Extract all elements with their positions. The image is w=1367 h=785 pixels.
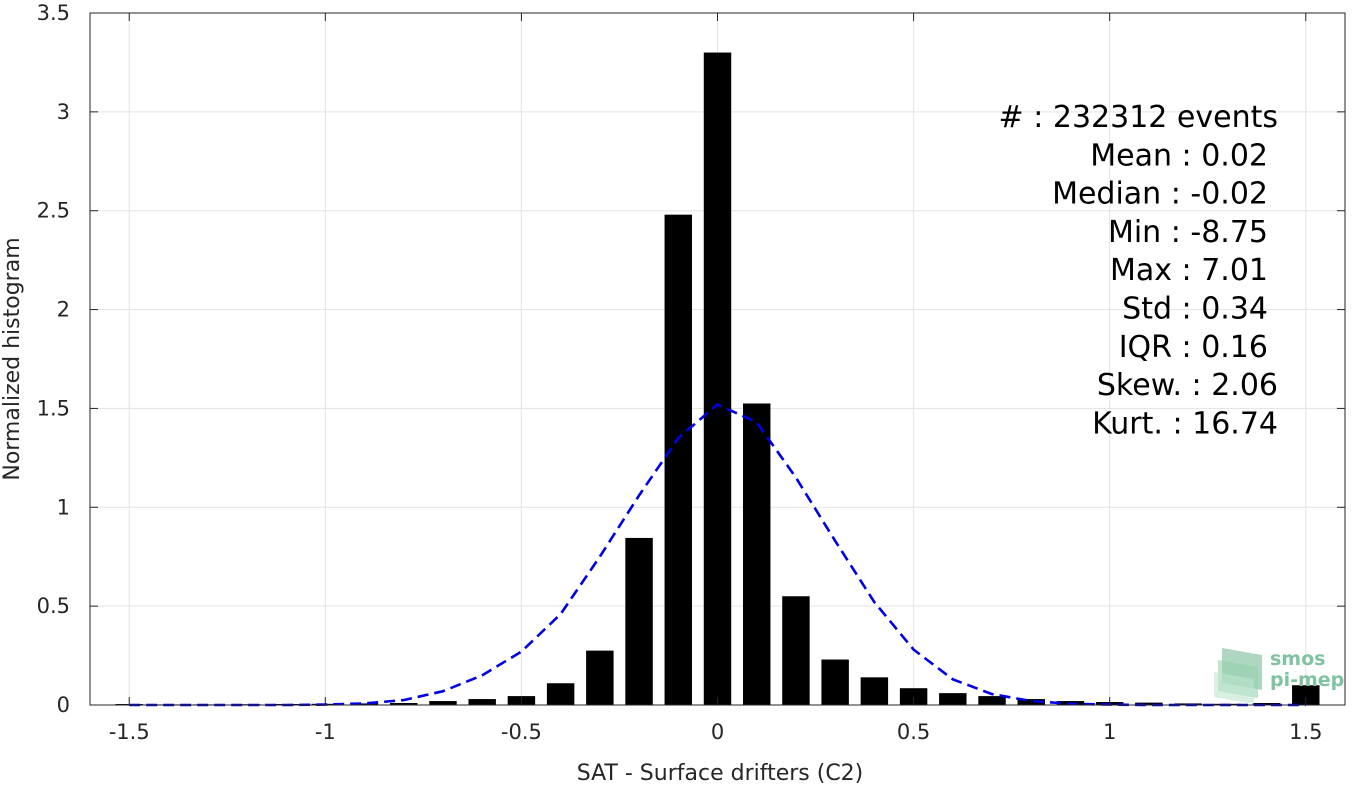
histogram-bar	[860, 677, 889, 705]
histogram-bar	[742, 403, 771, 705]
x-tick-label: -1	[315, 720, 336, 744]
y-tick-label: 2	[57, 298, 70, 322]
histogram-bar	[664, 214, 693, 705]
stat-line: Median : -0.02	[1052, 177, 1268, 212]
x-axis-label: SAT - Surface drifters (C2)	[577, 761, 864, 785]
histogram-bar	[703, 52, 732, 706]
histogram-bar	[978, 696, 1006, 705]
x-tick-label: 0.5	[897, 720, 930, 744]
histogram-bar	[1135, 702, 1163, 705]
histogram-bar	[1017, 699, 1045, 705]
stat-line: IQR : 0.16	[1119, 330, 1268, 365]
histogram-bar	[1292, 685, 1320, 705]
histogram-bar	[1252, 703, 1281, 705]
stat-line: # : 232312 events	[999, 100, 1278, 135]
stat-line: Mean : 0.02	[1090, 138, 1268, 173]
y-tick-label: 0.5	[37, 594, 70, 618]
stat-line: Std : 0.34	[1122, 292, 1268, 327]
stat-line: Max : 7.01	[1110, 253, 1268, 288]
histogram-bar	[782, 596, 810, 705]
stat-line: Kurt. : 16.74	[1092, 406, 1278, 441]
y-axis-label: Normalized histogram	[0, 237, 25, 480]
histogram-bar	[468, 699, 496, 705]
y-tick-label: 2.5	[37, 199, 70, 223]
y-tick-label: 0	[57, 693, 70, 717]
histogram-bar	[546, 683, 575, 705]
y-tick-label: 3	[57, 100, 70, 124]
histogram-bar	[390, 703, 418, 705]
stat-line: Skew. : 2.06	[1097, 368, 1278, 403]
y-tick-label: 1.5	[37, 396, 70, 420]
histogram-bar	[586, 650, 614, 705]
histogram-bar	[429, 701, 457, 705]
histogram-bar	[899, 688, 928, 705]
smos-pimep-logo: smos pi-mep	[1214, 648, 1344, 704]
stat-line: Min : -8.75	[1108, 215, 1268, 250]
x-tick-label: 1	[1103, 720, 1116, 744]
histogram-bar	[821, 659, 849, 705]
histogram-bars	[115, 52, 1320, 706]
histogram-bar	[939, 693, 967, 705]
x-tick-label: 0	[711, 720, 724, 744]
x-tick-label: 1.5	[1289, 720, 1322, 744]
logo-mark-icon	[1214, 648, 1262, 704]
y-tick-label: 3.5	[37, 1, 70, 25]
y-tick-label: 1	[57, 495, 70, 519]
x-tick-label: -0.5	[501, 720, 542, 744]
x-tick-label: -1.5	[109, 720, 150, 744]
logo-text-pimep: pi-mep	[1270, 669, 1344, 691]
logo-text-smos: smos	[1270, 648, 1325, 670]
histogram-bar	[625, 537, 653, 705]
axis-ticks: -1.5 -1 -0.5 0 0.5 1 1.5 0 0.5 1 1.5 2 2.5 3 3.5	[37, 1, 1345, 744]
histogram-bar	[350, 703, 379, 705]
